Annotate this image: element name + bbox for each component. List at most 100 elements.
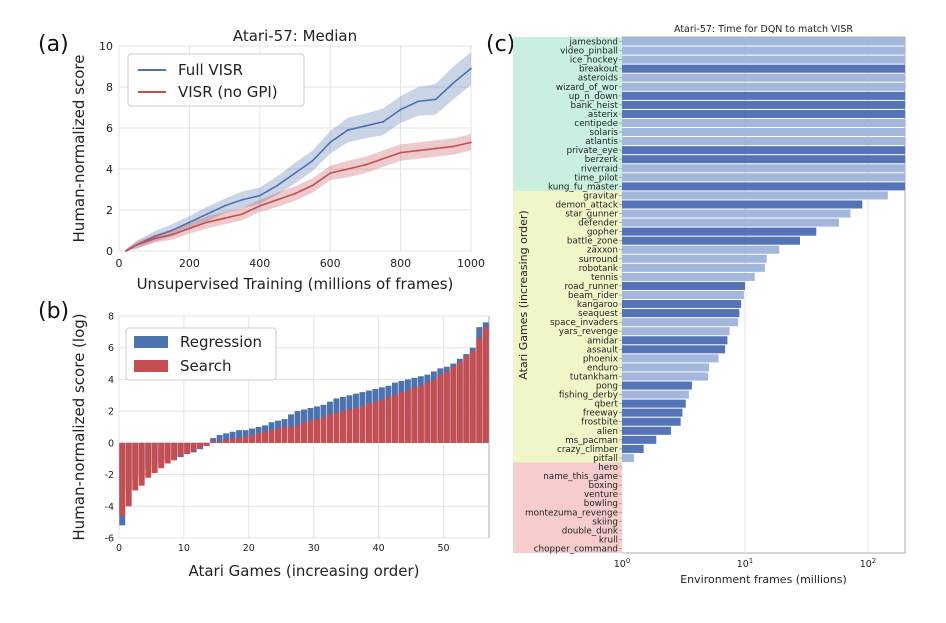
data-point xyxy=(223,217,226,220)
game-label: alien xyxy=(597,427,618,437)
bar-search xyxy=(281,427,288,443)
bar-search xyxy=(424,382,431,443)
bar-riverraid xyxy=(622,164,905,173)
bar-demon-attack xyxy=(622,200,863,209)
bar-search xyxy=(223,439,230,443)
y-tick-label-a: 6 xyxy=(106,122,113,135)
group-band-top xyxy=(513,37,622,191)
bar-kangaroo xyxy=(622,300,742,309)
bar-search xyxy=(385,396,392,443)
bar-private-eye xyxy=(622,146,905,155)
game-label: kung_fu_master xyxy=(548,182,618,192)
game-label: venture xyxy=(584,490,618,500)
x-axis-label-a: Unsupervised Training (millions of frame… xyxy=(137,275,454,293)
legend-label-a: VISR (no GPI) xyxy=(178,83,278,101)
bar-search xyxy=(268,430,275,443)
y-tick-label-b: -2 xyxy=(105,470,114,481)
legend-a: Full VISR VISR (no GPI) xyxy=(127,53,305,107)
bar-search xyxy=(469,350,476,443)
panel-label-a: (a) xyxy=(38,32,69,57)
game-label: enduro xyxy=(587,363,618,373)
game-label: battle_zone xyxy=(567,237,618,247)
game-label: video_pinball xyxy=(560,47,618,57)
x-tick-label-b: 10 xyxy=(178,543,190,554)
bar-jamesbond xyxy=(622,37,905,46)
bar-search xyxy=(450,366,457,443)
data-point xyxy=(276,198,279,201)
game-label: montezuma_revenge xyxy=(525,508,618,518)
bar-search xyxy=(255,433,262,443)
tick-exponent: 0 xyxy=(626,557,630,565)
bar-search xyxy=(404,390,411,443)
bar-search xyxy=(320,417,327,443)
game-label: name_this_game xyxy=(543,472,618,482)
bar-enduro xyxy=(622,363,710,372)
game-label: robotank xyxy=(579,264,619,274)
chart-c-dqn-time-bar-chart: jamesbondvideo_pinballice_hockeybreakout… xyxy=(513,24,906,586)
data-point xyxy=(346,129,349,131)
data-point xyxy=(294,172,296,175)
data-point xyxy=(434,147,437,150)
y-tick-label-a: 4 xyxy=(106,163,113,176)
y-tick-label-b: 2 xyxy=(108,407,114,418)
bar-regression xyxy=(229,431,236,443)
game-label: fishing_derby xyxy=(559,391,618,401)
data-point xyxy=(188,227,191,230)
bar-fishing-derby xyxy=(622,390,689,399)
game-label: time_pilot xyxy=(574,173,618,183)
bar-robotank xyxy=(622,263,765,272)
bar-up-n-down xyxy=(622,91,905,100)
data-point xyxy=(125,250,127,252)
bar-search xyxy=(378,400,385,443)
game-label: pitfall xyxy=(593,454,618,464)
game-label: private_eye xyxy=(566,146,618,156)
bar-search xyxy=(197,442,204,448)
game-label: assault xyxy=(587,345,619,355)
game-label: up_n_down xyxy=(569,92,618,102)
bar-search xyxy=(158,442,165,469)
x-tick-label-a: 0 xyxy=(116,257,123,270)
data-point xyxy=(417,100,420,103)
game-label: tutankham xyxy=(570,372,618,382)
game-label: beam_rider xyxy=(568,291,618,301)
group-band-middle xyxy=(513,190,622,463)
y-tick-label-a: 8 xyxy=(106,81,113,94)
bar-search xyxy=(346,409,353,443)
y-tick-label-a: 0 xyxy=(106,245,113,258)
bar-pitfall xyxy=(622,453,634,462)
bar-search xyxy=(365,403,372,443)
game-label: atlantis xyxy=(585,137,618,147)
game-label: breakout xyxy=(579,65,619,75)
x-tick-label-b: 20 xyxy=(243,543,255,554)
bar-search xyxy=(456,361,463,443)
x-tick-label-c: 101 xyxy=(737,557,754,570)
bar-space-invaders xyxy=(622,318,739,327)
game-label: solaris xyxy=(590,128,619,138)
bar-search xyxy=(359,406,366,443)
bar-search xyxy=(216,441,223,443)
game-label: ms_pacman xyxy=(565,436,618,446)
panel-label-c: (c) xyxy=(486,32,516,57)
bar-breakout xyxy=(622,64,905,73)
y-axis-label-a: Human-normalized score xyxy=(70,55,88,243)
legend-label-a: Full VISR xyxy=(178,61,243,79)
x-tick-label-a: 800 xyxy=(390,257,411,270)
bar-search xyxy=(262,431,268,443)
bar-search xyxy=(236,438,243,443)
data-point xyxy=(170,233,173,236)
data-point xyxy=(206,221,208,224)
bar-search xyxy=(327,414,333,443)
game-label: tennis xyxy=(591,273,618,283)
bar-search xyxy=(249,434,256,443)
bar-kung-fu-master xyxy=(622,182,905,191)
bar-tutankham xyxy=(622,372,708,381)
bar-search xyxy=(463,355,470,443)
bar-ms-pacman xyxy=(622,435,657,444)
data-point xyxy=(470,141,472,144)
bar-search xyxy=(210,441,217,443)
data-point xyxy=(470,67,472,70)
y-axis-label-b: Human-normalized score (log) xyxy=(70,313,88,540)
bar-asteroids xyxy=(622,73,905,82)
bar-road-runner xyxy=(622,281,745,290)
